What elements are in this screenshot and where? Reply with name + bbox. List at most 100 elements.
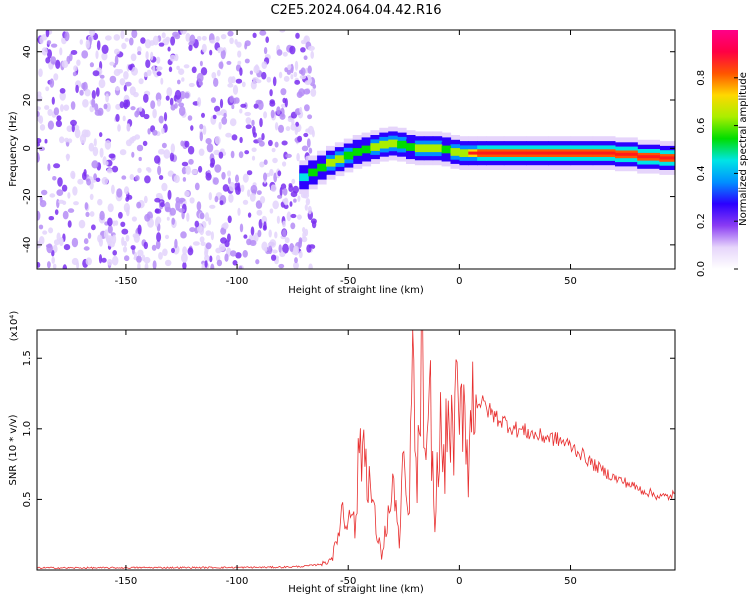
noise-speck bbox=[236, 41, 242, 48]
noise-speck bbox=[178, 68, 185, 75]
noise-speck bbox=[131, 151, 135, 158]
noise-speck bbox=[37, 262, 41, 268]
noise-speck bbox=[200, 67, 208, 76]
noise-speck bbox=[114, 55, 119, 66]
noise-speck bbox=[123, 202, 130, 213]
noise-speck bbox=[279, 113, 286, 120]
noise-speck bbox=[101, 257, 107, 263]
y-tick-label: -20 bbox=[22, 188, 33, 204]
noise-speck bbox=[95, 177, 101, 182]
noise-speck bbox=[92, 70, 100, 77]
noise-speck bbox=[79, 89, 84, 96]
noise-speck bbox=[219, 98, 224, 109]
signal-ridge-cell bbox=[299, 173, 309, 182]
noise-speck bbox=[192, 241, 200, 246]
noise-speck bbox=[59, 47, 63, 56]
noise-speck bbox=[53, 73, 59, 81]
noise-speck bbox=[120, 221, 126, 227]
noise-speck bbox=[208, 217, 212, 226]
signal-core bbox=[503, 151, 527, 155]
noise-speck bbox=[228, 193, 234, 203]
noise-speck bbox=[39, 36, 44, 45]
noise-speck bbox=[272, 249, 278, 254]
noise-speck bbox=[173, 174, 180, 184]
noise-speck bbox=[112, 250, 117, 256]
noise-speck bbox=[204, 254, 210, 262]
noise-speck bbox=[95, 50, 99, 60]
noise-speck bbox=[295, 121, 299, 127]
noise-speck bbox=[235, 78, 243, 84]
noise-speck bbox=[101, 176, 109, 185]
noise-speck bbox=[206, 143, 214, 153]
noise-speck bbox=[270, 109, 275, 119]
noise-speck bbox=[81, 82, 86, 90]
noise-speck bbox=[71, 257, 79, 266]
noise-speck bbox=[255, 259, 260, 265]
noise-speck bbox=[185, 32, 191, 42]
noise-speck bbox=[131, 30, 138, 39]
noise-speck bbox=[255, 200, 263, 209]
noise-speck bbox=[114, 86, 121, 91]
noise-speck bbox=[218, 243, 226, 252]
noise-speck bbox=[150, 51, 154, 61]
noise-speck bbox=[282, 188, 288, 196]
noise-speck bbox=[296, 214, 302, 220]
noise-speck bbox=[140, 37, 146, 44]
snr-y-label: SNR (10 * v/v) bbox=[8, 414, 19, 485]
noise-speck bbox=[243, 234, 248, 239]
noise-speck bbox=[152, 260, 157, 269]
noise-speck bbox=[255, 79, 262, 84]
noise-speck bbox=[278, 244, 282, 253]
colorbar-axis: 0.0 0.2 0.4 0.6 0.8 bbox=[696, 70, 738, 277]
noise-speck bbox=[250, 80, 257, 90]
noise-speck bbox=[270, 184, 277, 192]
noise-speck bbox=[156, 232, 162, 242]
noise-speck bbox=[303, 132, 309, 138]
noise-speck bbox=[194, 220, 200, 228]
noise-speck bbox=[53, 163, 61, 169]
noise-speck bbox=[89, 193, 94, 200]
noise-speck bbox=[103, 103, 108, 110]
noise-speck bbox=[52, 263, 57, 269]
noise-speck bbox=[180, 30, 187, 35]
noise-speck bbox=[107, 217, 113, 227]
noise-speck bbox=[289, 201, 293, 207]
noise-speck bbox=[111, 184, 115, 195]
noise-speck bbox=[121, 175, 127, 180]
noise-speck bbox=[204, 260, 208, 268]
noise-speck bbox=[258, 140, 265, 147]
noise-speck bbox=[98, 254, 103, 264]
noise-speck bbox=[221, 116, 228, 125]
noise-speck bbox=[107, 225, 113, 234]
noise-speck bbox=[38, 115, 44, 124]
noise-speck bbox=[89, 30, 96, 37]
noise-speck bbox=[293, 198, 297, 203]
noise-speck bbox=[115, 113, 120, 122]
noise-speck bbox=[117, 69, 124, 74]
noise-speck bbox=[38, 224, 44, 230]
noise-speck bbox=[239, 223, 244, 233]
noise-speck bbox=[46, 40, 52, 45]
noise-speck bbox=[169, 54, 176, 62]
noise-speck bbox=[205, 242, 212, 250]
noise-speck bbox=[61, 60, 69, 68]
noise-speck bbox=[72, 186, 78, 196]
noise-speck bbox=[294, 257, 298, 264]
noise-speck bbox=[268, 245, 273, 255]
noise-speck bbox=[190, 125, 194, 131]
noise-speck bbox=[222, 222, 229, 230]
noise-speck bbox=[73, 65, 78, 72]
noise-speck bbox=[91, 160, 99, 169]
signal-core bbox=[477, 151, 487, 155]
noise-speck bbox=[89, 62, 94, 68]
noise-speck bbox=[125, 99, 131, 108]
noise-speck bbox=[209, 204, 216, 209]
noise-speck bbox=[224, 253, 229, 262]
noise-speck bbox=[244, 58, 250, 64]
noise-speck bbox=[126, 123, 131, 132]
noise-speck bbox=[137, 46, 142, 53]
noise-speck bbox=[60, 104, 64, 112]
noise-speck bbox=[50, 56, 57, 65]
noise-speck bbox=[123, 84, 127, 92]
noise-speck bbox=[143, 241, 148, 250]
